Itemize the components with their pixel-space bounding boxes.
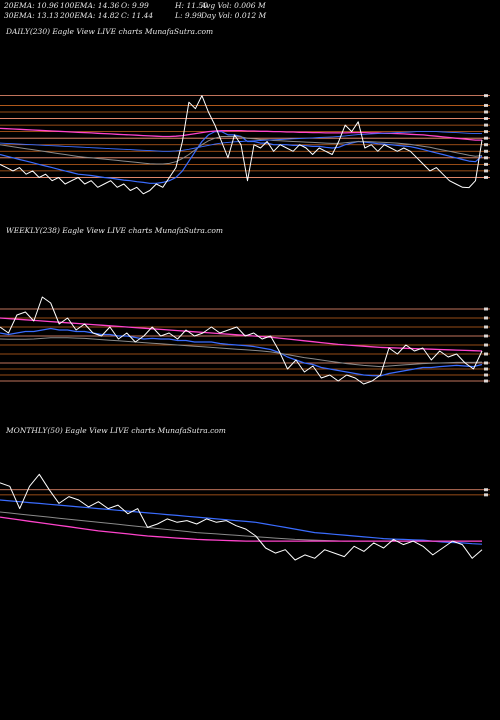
price-level-tag bbox=[484, 334, 488, 338]
low-value: L: 9.99 bbox=[175, 11, 202, 20]
price-level-tag bbox=[484, 175, 488, 179]
open-value: O: 9.99 bbox=[121, 1, 149, 10]
price-level-tag bbox=[484, 143, 488, 147]
daily-panel-title: DAILY(230) Eagle View LIVE charts Munafa… bbox=[6, 27, 214, 36]
price-level-tag bbox=[484, 343, 488, 347]
price-level-tag bbox=[484, 352, 488, 356]
high-value: H: 11.50 bbox=[175, 1, 208, 10]
monthly-price-chart bbox=[0, 473, 490, 561]
ema-line-blue bbox=[0, 327, 483, 377]
price-level-tag bbox=[484, 367, 488, 371]
price-level-tag bbox=[484, 379, 488, 383]
price-level-tag bbox=[484, 149, 488, 153]
ema-line-pink bbox=[0, 317, 483, 352]
price-level-tag bbox=[484, 361, 488, 365]
ema-line-pink bbox=[0, 516, 482, 542]
price-level-tag bbox=[484, 156, 488, 160]
ema100-value: 100EMA: 14.36 bbox=[60, 1, 120, 10]
price-level-tag bbox=[484, 488, 488, 492]
price-level-tag bbox=[484, 110, 488, 114]
price-level-tag bbox=[484, 373, 488, 377]
ema30-value: 30EMA: 13.13 bbox=[4, 11, 59, 20]
ema200-value: 200EMA: 14.82 bbox=[60, 11, 120, 20]
ema-line-blue-2 bbox=[0, 131, 482, 152]
daily-price-chart bbox=[0, 94, 490, 195]
price-line bbox=[0, 95, 483, 195]
price-level-tag bbox=[484, 136, 488, 140]
weekly-price-chart bbox=[0, 296, 490, 385]
price-level-tag bbox=[484, 169, 488, 173]
price-level-tag bbox=[484, 94, 488, 98]
ema-line-grey bbox=[0, 136, 483, 165]
ema-line-grey bbox=[0, 337, 483, 368]
price-line bbox=[0, 473, 483, 561]
monthly-panel-title: MONTHLY(50) Eagle View LIVE charts Munaf… bbox=[6, 426, 226, 435]
avg-volume-value: Avg Vol: 0.006 M bbox=[201, 1, 266, 10]
ema-line-blue bbox=[0, 499, 483, 545]
weekly-panel-title: WEEKLY(238) Eagle View LIVE charts Munaf… bbox=[6, 226, 224, 235]
price-level-tag bbox=[484, 117, 488, 121]
ema-line-pink bbox=[0, 127, 482, 141]
price-level-tag bbox=[484, 123, 488, 127]
close-value: C: 11.44 bbox=[121, 11, 154, 20]
price-line bbox=[0, 296, 483, 385]
price-level-tag bbox=[484, 493, 488, 497]
price-level-tag bbox=[484, 103, 488, 107]
price-level-tag bbox=[484, 130, 488, 134]
price-level-tag bbox=[484, 325, 488, 329]
day-volume-value: Day Vol: 0.012 M bbox=[201, 11, 267, 20]
chart-header-stats: 20EMA: 10.96 100EMA: 14.36 O: 9.99 H: 11… bbox=[4, 0, 304, 22]
ema20-value: 20EMA: 10.96 bbox=[4, 1, 59, 10]
price-level-tag bbox=[484, 162, 488, 166]
price-level-tag bbox=[484, 316, 488, 320]
price-level-tag bbox=[484, 307, 488, 311]
